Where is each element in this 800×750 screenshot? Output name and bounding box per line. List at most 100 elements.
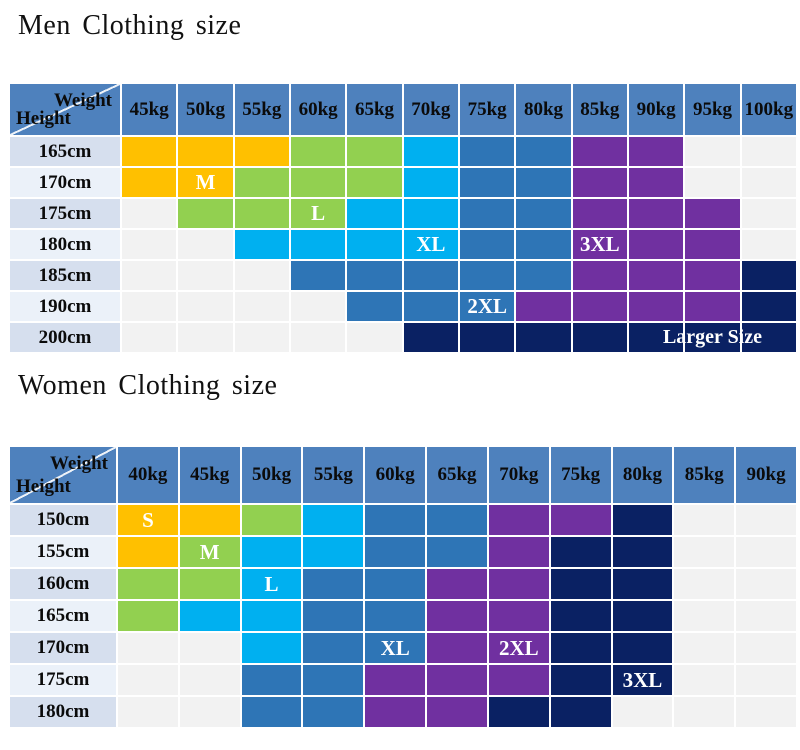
- size-cell: [122, 230, 177, 259]
- size-cell: [178, 292, 233, 321]
- size-cell: [612, 601, 673, 631]
- height-label-cell: 175cm: [10, 199, 120, 228]
- size-cell: [628, 199, 684, 228]
- size-cell: [488, 569, 549, 599]
- size-cell: [685, 261, 740, 290]
- size-label: 3XL: [622, 667, 663, 692]
- size-cell: [403, 292, 458, 321]
- size-cell: 3XL: [572, 230, 627, 259]
- size-cell: [741, 323, 796, 352]
- size-cell: [674, 537, 735, 567]
- larger-size-label: Larger Size: [662, 326, 762, 348]
- size-cell: [488, 665, 549, 695]
- size-cell: [347, 261, 402, 290]
- weight-height-corner-cell: Weight Height: [10, 84, 120, 135]
- size-cell: [741, 137, 796, 166]
- size-cell: [303, 601, 364, 631]
- weight-header-cell: 50kg: [178, 84, 233, 135]
- diagonal-divider: [10, 84, 120, 135]
- size-cell: XL: [365, 633, 426, 663]
- size-cell: [427, 505, 487, 535]
- size-cell: L: [241, 569, 302, 599]
- size-cell: [347, 137, 402, 166]
- size-cell: [290, 261, 346, 290]
- size-cell: [179, 633, 240, 663]
- size-cell: [685, 199, 740, 228]
- size-cell: [118, 665, 178, 695]
- size-cell: [612, 569, 673, 599]
- men-table-title: Men Clothing size: [18, 10, 242, 41]
- size-cell: [572, 199, 627, 228]
- size-cell: [347, 199, 402, 228]
- size-label: L: [264, 571, 279, 596]
- size-cell: [234, 230, 289, 259]
- size-cell: [572, 168, 627, 197]
- size-cell: [628, 230, 684, 259]
- size-cell: [674, 697, 735, 727]
- size-cell: [122, 137, 177, 166]
- size-cell: [122, 261, 177, 290]
- size-cell: [550, 665, 611, 695]
- size-cell: [178, 323, 233, 352]
- size-cell: [516, 199, 571, 228]
- size-cell: [550, 569, 611, 599]
- size-cell: [550, 537, 611, 567]
- size-cell: [736, 633, 796, 663]
- size-cell: [178, 199, 233, 228]
- weight-header-cell: 90kg: [736, 447, 796, 503]
- size-cell: [459, 230, 515, 259]
- size-cell: [741, 230, 796, 259]
- size-cell: [365, 505, 426, 535]
- weight-header-cell: 45kg: [122, 84, 177, 135]
- weight-header-cell: 95kg: [685, 84, 740, 135]
- size-cell: [241, 697, 302, 727]
- weight-header-cell: 85kg: [572, 84, 627, 135]
- height-label-cell: 190cm: [10, 292, 120, 321]
- size-cell: [674, 601, 735, 631]
- size-cell: [459, 199, 515, 228]
- size-cell: [741, 261, 796, 290]
- size-cell: [241, 537, 302, 567]
- size-cell: [459, 261, 515, 290]
- size-cell: [118, 569, 178, 599]
- size-cell: 2XL: [488, 633, 549, 663]
- size-cell: [122, 323, 177, 352]
- women-size-grid: Weight Height 40kg 45kg 50kg 55kg 60kg 65kg 70kg…: [10, 447, 796, 727]
- size-cell: [427, 601, 487, 631]
- size-label: L: [311, 201, 326, 225]
- height-label-cell: 165cm: [10, 137, 120, 166]
- size-cell: [736, 665, 796, 695]
- size-cell: [488, 697, 549, 727]
- size-cell: 3XL: [612, 665, 673, 695]
- size-cell: [303, 569, 364, 599]
- size-cell: [179, 505, 240, 535]
- height-corner-label: Height: [16, 108, 71, 129]
- size-cell: [572, 323, 627, 352]
- size-cell: [179, 697, 240, 727]
- size-cell: [572, 261, 627, 290]
- weight-header-cell: 75kg: [550, 447, 611, 503]
- size-cell: [550, 633, 611, 663]
- size-cell: [290, 292, 346, 321]
- size-cell: [741, 292, 796, 321]
- size-cell: [741, 168, 796, 197]
- size-cell: [241, 601, 302, 631]
- size-cell: [674, 633, 735, 663]
- size-cell: [122, 199, 177, 228]
- size-cell: 2XL: [459, 292, 515, 321]
- height-label-cell: 170cm: [10, 168, 120, 197]
- height-label-cell: 185cm: [10, 261, 120, 290]
- height-label-cell: 180cm: [10, 697, 116, 727]
- size-cell: [459, 168, 515, 197]
- size-cell: [118, 697, 178, 727]
- size-cell: [736, 697, 796, 727]
- size-cell: [347, 168, 402, 197]
- size-cell: [403, 261, 458, 290]
- size-cell: [122, 292, 177, 321]
- size-cell: [403, 323, 458, 352]
- women-table-title: Women Clothing size: [18, 370, 278, 401]
- height-label-cell: 155cm: [10, 537, 116, 567]
- size-cell: [736, 505, 796, 535]
- size-label: 3XL: [579, 232, 620, 256]
- size-cell: [303, 665, 364, 695]
